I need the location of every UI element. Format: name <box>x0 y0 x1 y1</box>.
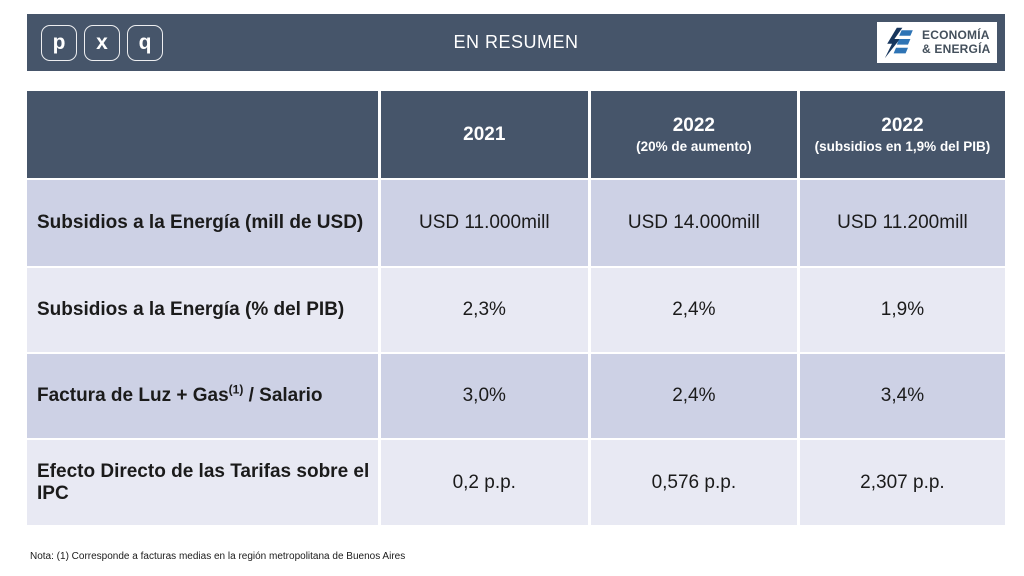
row-label-subsidios-usd: Subsidios a la Energía (mill de USD) <box>27 180 378 266</box>
lightning-bolt-e-icon <box>884 27 913 58</box>
pxq-letter-x: x <box>84 24 120 61</box>
pxq-logo: p x q <box>41 24 163 61</box>
table-value: 2,307 p.p. <box>799 440 1005 525</box>
column-header-year: 2022 <box>881 115 924 136</box>
column-header-subtitle: (20% de aumento) <box>636 139 752 154</box>
column-header-2022-subsidios: 2022 (subsidios en 1,9% del PIB) <box>799 91 1005 178</box>
column-header-2022-aumento: 2022 (20% de aumento) <box>590 91 797 178</box>
row-label-efecto-ipc: Efecto Directo de las Tarifas sobre el I… <box>27 440 378 525</box>
table-value: 0,2 p.p. <box>380 440 588 525</box>
table-value: USD 14.000mill <box>590 180 797 266</box>
brand-name-line2: & ENERGÍA <box>922 41 991 56</box>
table-corner-cell <box>27 91 378 178</box>
row-label-subsidios-pib: Subsidios a la Energía (% del PIB) <box>27 268 378 352</box>
slide-title: EN RESUMEN <box>453 32 579 52</box>
row-label-text: Factura de Luz + Gas(1) / Salario <box>37 382 323 406</box>
table-value: 1,9% <box>799 268 1005 352</box>
brand-name: ECONOMÍA & ENERGÍA <box>922 28 991 56</box>
top-bar: p x q EN RESUMEN ECONOMÍA & ENERGÍA <box>27 14 1005 71</box>
column-header-subtitle: (subsidios en 1,9% del PIB) <box>814 139 991 154</box>
table-value: 3,4% <box>799 354 1005 438</box>
brand-name-line1: ECONOMÍA <box>922 28 990 43</box>
summary-table: 2021 2022 (20% de aumento) 2022 (subsidi… <box>27 91 1005 525</box>
pxq-letter-p: p <box>41 24 77 61</box>
table-value: 2,4% <box>590 268 797 352</box>
table-value: USD 11.200mill <box>799 180 1005 266</box>
column-header-2021: 2021 <box>380 91 588 178</box>
brand-logo: ECONOMÍA & ENERGÍA <box>877 22 997 63</box>
table-value: 0,576 p.p. <box>590 440 797 525</box>
column-header-year: 2021 <box>463 123 506 145</box>
table-value: USD 11.000mill <box>380 180 588 266</box>
pxq-letter-q: q <box>127 24 163 61</box>
row-label-factura-salario: Factura de Luz + Gas(1) / Salario <box>27 354 378 438</box>
footnote: Nota: (1) Corresponde a facturas medias … <box>30 551 406 562</box>
footnote-marker: (1) <box>228 382 244 397</box>
table-value: 2,3% <box>380 268 588 352</box>
table-value: 3,0% <box>380 354 588 438</box>
column-header-year: 2022 <box>672 115 715 136</box>
table-value: 2,4% <box>590 354 797 438</box>
